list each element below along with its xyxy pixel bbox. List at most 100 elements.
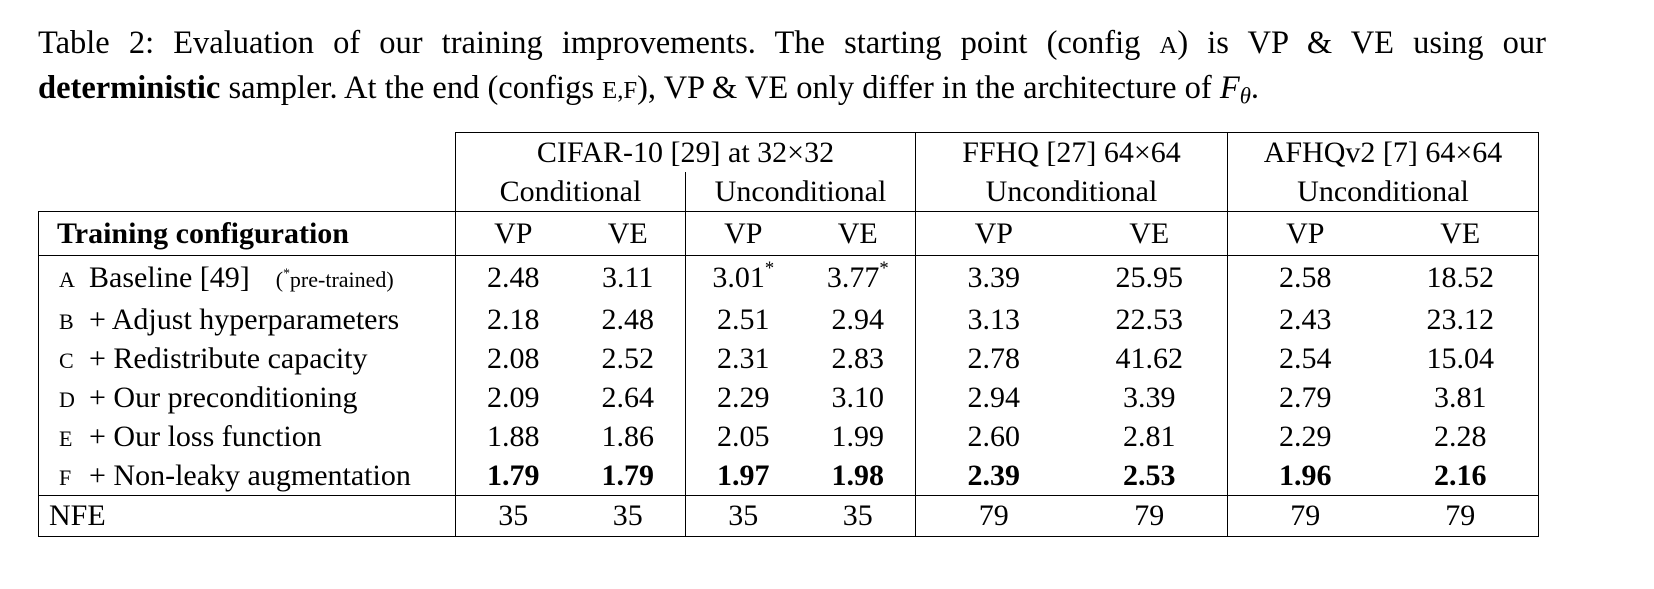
value: 2.60 bbox=[967, 419, 1021, 453]
column-header-row: Training configuration VP VE VP VE VP VE VP VE bbox=[38, 211, 1539, 256]
value-cell: 2.18 bbox=[455, 300, 571, 339]
value: 2.81 bbox=[1123, 419, 1176, 453]
value-cell: 2.39 bbox=[915, 456, 1072, 496]
caption-text: θ bbox=[1239, 83, 1251, 109]
value-cell: 2.81 bbox=[1072, 417, 1228, 456]
value-cell: 3.11 bbox=[571, 256, 686, 301]
value: 18.52 bbox=[1426, 261, 1495, 294]
value-cell: 2.09 bbox=[455, 378, 571, 417]
value-cell: 3.39 bbox=[1072, 378, 1228, 417]
column-header: VP bbox=[1227, 211, 1383, 256]
value-cell: 15.04 bbox=[1382, 339, 1539, 378]
column-header: VP bbox=[685, 211, 801, 256]
value: 2.39 bbox=[967, 458, 1021, 492]
value-cell: 23.12 bbox=[1382, 300, 1539, 339]
results-table: CIFAR-10 [29] at 32×32 FFHQ [27] 64×64 AFH… bbox=[38, 132, 1539, 537]
data-row: F + Non-leaky augmentation 1.79 1.79 1.97 1.9… bbox=[38, 456, 1539, 496]
value-cell: 2.05 bbox=[685, 417, 801, 456]
value: 2.29 bbox=[717, 380, 770, 414]
value: 1.99 bbox=[831, 419, 885, 453]
value-cell: 2.29 bbox=[1227, 417, 1383, 456]
value: 2.51 bbox=[717, 302, 770, 336]
value: 2.48 bbox=[487, 261, 540, 294]
value-cell: 2.60 bbox=[915, 417, 1072, 456]
column-header: VE bbox=[800, 211, 916, 256]
value: 1.86 bbox=[601, 419, 655, 453]
value: 2.83 bbox=[831, 341, 885, 375]
config-name: Baseline [49] bbox=[89, 261, 250, 294]
value: 2.79 bbox=[1279, 380, 1332, 414]
caption-text: ) is VP & VE using our bbox=[1177, 25, 1546, 61]
value: 1.79 bbox=[601, 458, 655, 492]
subgroup-row: Conditional Unconditional Unconditional Unc… bbox=[39, 172, 1539, 212]
row-label: D + Our preconditioning bbox=[38, 378, 456, 417]
caption-text: ), VP & VE only differ in the architectu… bbox=[637, 70, 1220, 106]
value: 2.31 bbox=[717, 341, 770, 375]
value-cell: 2.48 bbox=[571, 300, 686, 339]
footer-value: 35 bbox=[685, 495, 801, 537]
value-cell: 2.78 bbox=[915, 339, 1072, 378]
value-cell: 3.39 bbox=[915, 255, 1072, 300]
footer-value: 79 bbox=[1382, 495, 1539, 537]
column-header: VE bbox=[570, 211, 686, 256]
note-prefix: ( bbox=[275, 267, 284, 292]
value-cell: 1.88 bbox=[455, 417, 571, 456]
empty-cell bbox=[39, 133, 456, 212]
group-row: CIFAR-10 [29] at 32×32 FFHQ [27] 64×64 AFH… bbox=[39, 132, 1539, 172]
subgroup-header: Unconditional bbox=[685, 172, 916, 212]
value-cell: 41.62 bbox=[1072, 339, 1228, 378]
value-cell: 22.53 bbox=[1072, 300, 1228, 339]
value-cell: 2.64 bbox=[571, 378, 686, 417]
value-cell: 1.97 bbox=[685, 456, 801, 496]
value: 1.79 bbox=[487, 458, 540, 492]
row-label: E + Our loss function bbox=[38, 417, 456, 456]
footer-label: NFE bbox=[38, 495, 456, 537]
footer-value: 35 bbox=[570, 495, 686, 537]
value-cell: 2.52 bbox=[571, 339, 686, 378]
caption-text: Table 2: Evaluation of our training impr… bbox=[38, 25, 1160, 61]
column-header: VP bbox=[455, 211, 571, 256]
column-header: VE bbox=[1382, 211, 1539, 256]
value-cell: 2.28 bbox=[1382, 417, 1539, 456]
data-row: D + Our preconditioning 2.09 2.64 2.29 3.10 2.… bbox=[38, 378, 1539, 417]
value: 2.52 bbox=[601, 341, 655, 375]
value-cell: 3.10 bbox=[801, 378, 916, 417]
group-header: AFHQv2 [7] 64×64 bbox=[1227, 132, 1539, 172]
row-label: C + Redistribute capacity bbox=[38, 339, 456, 378]
value-cell: 2.43 bbox=[1227, 300, 1383, 339]
value-cell: 1.99 bbox=[801, 417, 916, 456]
caption-text: E,F bbox=[602, 77, 638, 104]
caption-text: A bbox=[1159, 32, 1178, 59]
value-cell: 2.94 bbox=[801, 300, 916, 339]
value: 2.58 bbox=[1279, 261, 1332, 294]
value: 2.54 bbox=[1279, 341, 1332, 375]
subgroup-header: Unconditional bbox=[915, 172, 1228, 212]
footer-value: 35 bbox=[455, 495, 571, 537]
value-cell: 2.58 bbox=[1227, 255, 1383, 300]
value-cell: 3.81 bbox=[1382, 378, 1539, 417]
value-cell: 2.83 bbox=[801, 339, 916, 378]
config-letter: C bbox=[59, 347, 74, 373]
note-text: pre-trained) bbox=[289, 267, 394, 292]
caption-text: . bbox=[1250, 70, 1260, 106]
value: 2.94 bbox=[831, 302, 885, 336]
note-mark: * bbox=[283, 265, 290, 281]
value: 3.10 bbox=[831, 380, 885, 414]
value: 3.11 bbox=[602, 261, 654, 294]
value: 1.98 bbox=[831, 458, 885, 492]
value-cell: 3.77* bbox=[801, 256, 916, 301]
value: 2.16 bbox=[1434, 458, 1487, 492]
value-cell: 1.86 bbox=[571, 417, 686, 456]
config-name: + Redistribute capacity bbox=[89, 341, 368, 375]
value: 3.77 bbox=[826, 261, 880, 294]
row-header-title: Training configuration bbox=[38, 211, 456, 256]
value-cell: 2.54 bbox=[1227, 339, 1383, 378]
value: 2.43 bbox=[1279, 302, 1332, 336]
value-cell: 1.79 bbox=[570, 456, 686, 496]
value-cell: 1.96 bbox=[1227, 456, 1383, 496]
row-label: F + Non-leaky augmentation bbox=[38, 456, 456, 496]
caption-text: F bbox=[1219, 70, 1240, 106]
data-row: A Baseline [49] (*pre-trained) 2.48 3.11 3.01… bbox=[38, 255, 1539, 301]
column-header: VE bbox=[1071, 211, 1228, 256]
value-cell: 2.16 bbox=[1382, 456, 1539, 496]
